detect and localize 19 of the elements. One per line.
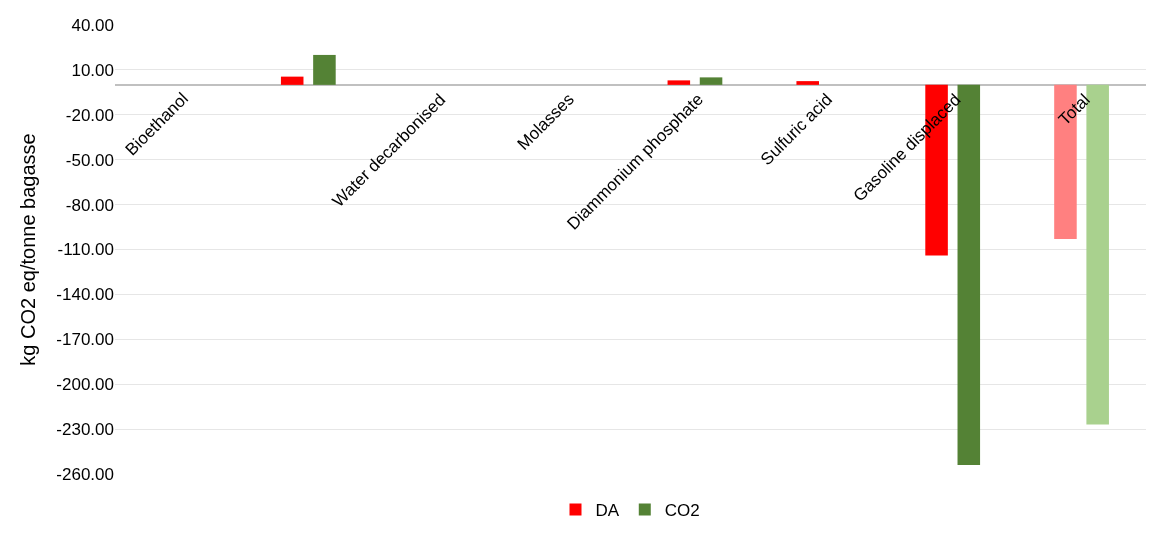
bar xyxy=(313,54,336,85)
bar xyxy=(280,76,304,85)
y-tick-label: -230.00 xyxy=(56,420,114,440)
y-tick-label: 40.00 xyxy=(71,15,114,35)
y-tick-label: -170.00 xyxy=(56,330,114,350)
bar xyxy=(796,81,819,85)
y-tick-label: 10.00 xyxy=(71,60,114,80)
bar xyxy=(699,77,723,85)
y-tick-label: -200.00 xyxy=(56,375,114,395)
y-tick-label: -260.00 xyxy=(56,464,114,484)
y-tick-label: -20.00 xyxy=(65,105,114,125)
y-tick-label: -140.00 xyxy=(56,285,114,305)
legend-label: CO2 xyxy=(664,501,700,521)
y-tick-label: -50.00 xyxy=(65,150,114,170)
legend-label: DA xyxy=(595,501,620,521)
bar xyxy=(667,80,691,85)
y-tick-label: -110.00 xyxy=(57,240,114,260)
y-axis-title: kg CO2 eq/tonne bagasse xyxy=(16,133,39,366)
y-tick-label: -80.00 xyxy=(65,195,114,215)
